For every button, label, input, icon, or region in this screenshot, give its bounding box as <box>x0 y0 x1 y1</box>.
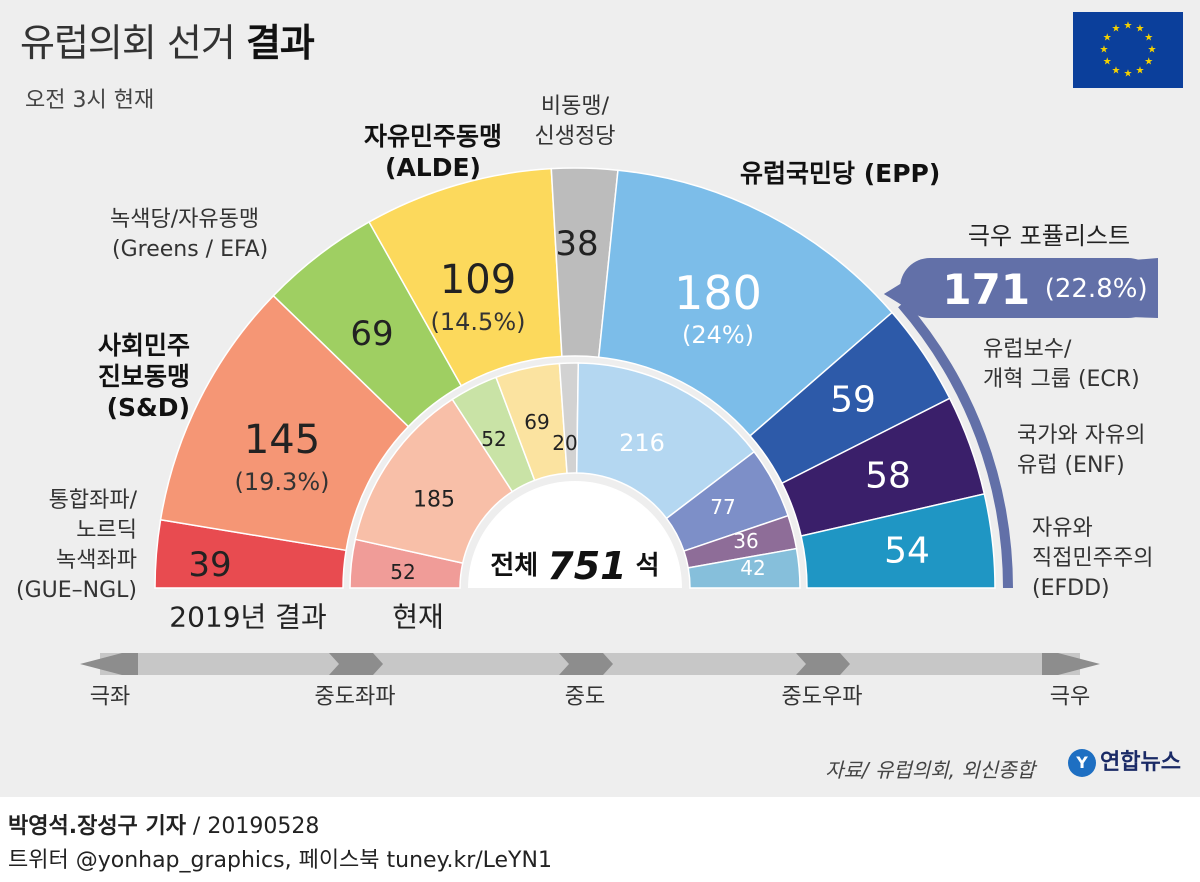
outer-value-ecr: 59 <box>830 380 876 421</box>
center-disc <box>468 481 682 588</box>
flag-star-icon: ★ <box>1100 45 1109 56</box>
credit-line: 박영석.장성구 기자 / 20190528 <box>8 814 320 839</box>
eu-flag-icon: ★ ★ ★ ★ ★ ★ ★ ★ ★ ★ ★ ★ <box>1073 12 1183 88</box>
yonhap-logo-icon: Y <box>1068 749 1096 777</box>
inner-value-enf: 36 <box>733 529 758 553</box>
axis-tick-3: 중도우파 <box>782 685 863 710</box>
inner-seat-bar-efdd <box>687 547 801 589</box>
flag-star-icon: ★ <box>1124 21 1133 32</box>
outer-value-gue: 39 <box>188 545 231 585</box>
populist-badge <box>900 258 1158 318</box>
outer-value-efdd: 54 <box>884 531 930 572</box>
yonhap-logo: Y 연합뉴스 <box>1068 744 1181 777</box>
axis-tick-4: 극우 <box>1050 685 1090 710</box>
outer-ring-caption: 2019년 결과 <box>169 601 326 634</box>
axis-marker-1 <box>329 653 383 675</box>
flag-star-icon: ★ <box>1148 45 1157 56</box>
inner-value-ni: 20 <box>552 431 577 455</box>
credit-social: 트위터 @yonhap_graphics, 페이스북 tuney.kr/LeYN… <box>8 848 552 873</box>
source-note: 자료/ 유럽의회, 외신종합 <box>825 758 1035 782</box>
inner-value-alde: 69 <box>524 410 549 434</box>
outer-seat-bar-epp <box>597 169 894 437</box>
axis-marker-2 <box>559 653 613 675</box>
label-ni: 비동맹/신생정당 <box>534 94 616 149</box>
label-alde: 자유민주동맹 (ALDE) <box>363 122 502 182</box>
label-ecr: 유럽보수/개혁 그룹 (ECR) <box>983 337 1140 392</box>
page-title: 유럽의회 선거 결과 <box>20 21 315 65</box>
populist-value: 171 (22.8%) <box>942 265 1147 314</box>
flag-star-icon: ★ <box>1144 33 1153 44</box>
axis-marker-3 <box>796 653 850 675</box>
label-enf: 국가와 자유의 유럽 (ENF) <box>1017 423 1146 478</box>
axis-tick-0: 극좌 <box>90 685 130 710</box>
flag-star-icon: ★ <box>1124 69 1133 80</box>
inner-value-gue: 52 <box>390 560 415 584</box>
populist-label: 극우 포퓰리스트 <box>968 222 1130 250</box>
label-gue: 통합좌파/노르딕 녹색좌파 (GUE–NGL) <box>16 488 137 603</box>
outer-value-epp: 180 <box>674 266 762 320</box>
outer-seat-bar-efdd <box>800 493 996 589</box>
outer-value-sd: 145 <box>244 417 320 463</box>
axis-marker-4 <box>1042 653 1100 675</box>
inner-value-efdd: 42 <box>740 556 765 580</box>
inner-seat-bar-epp <box>575 362 756 520</box>
flag-star-icon: ★ <box>1136 65 1145 76</box>
label-greens: 녹색당/자유동맹 (Greens / EFA) <box>110 207 269 262</box>
label-sd: 사회민주 진보동맹 (S&D) <box>97 331 190 422</box>
inner-value-sd: 185 <box>413 488 455 513</box>
total-seats: 전체 751 석 <box>490 544 659 588</box>
inner-value-greens: 52 <box>481 427 506 451</box>
axis-tick-1: 중도좌파 <box>315 685 396 710</box>
flag-star-icon: ★ <box>1144 57 1153 68</box>
page-subtitle: 오전 3시 현재 <box>25 88 155 113</box>
outer-value-ni: 38 <box>555 224 598 264</box>
label-efdd: 자유와 직접민주주의 (EFDD) <box>1032 516 1154 601</box>
outer-value-enf: 58 <box>865 456 911 497</box>
flag-star-icon: ★ <box>1103 33 1112 44</box>
outer-pct-epp: (24%) <box>682 321 754 349</box>
flag-star-icon: ★ <box>1136 24 1145 35</box>
inner-value-ecr: 77 <box>710 495 735 519</box>
inner-value-epp: 216 <box>619 429 665 457</box>
outer-value-greens: 69 <box>350 314 393 354</box>
outer-value-alde: 109 <box>440 257 516 303</box>
outer-pct-sd: (19.3%) <box>235 468 330 496</box>
flag-star-icon: ★ <box>1112 24 1121 35</box>
flag-star-icon: ★ <box>1112 65 1121 76</box>
axis-tick-2: 중도 <box>565 685 605 710</box>
outer-pct-alde: (14.5%) <box>431 308 526 336</box>
parliament-chart: 171 (22.8%) 극우 포퓰리스트 39 145 (19.3%) 69 109 (14… <box>80 167 1158 710</box>
axis-marker-0 <box>80 653 138 675</box>
flag-star-icon: ★ <box>1103 57 1112 68</box>
label-epp: 유럽국민당 (EPP) <box>740 159 941 188</box>
inner-ring-caption: 현재 <box>392 601 444 634</box>
